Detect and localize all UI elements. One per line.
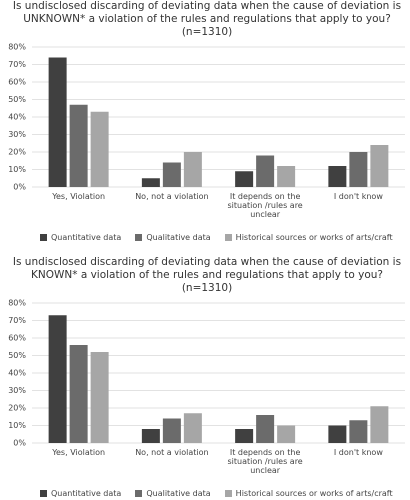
chart-title: Is undisclosed discarding of deviating d… [12, 0, 402, 38]
bar [162, 162, 181, 187]
y-tick-label: 30% [8, 386, 26, 395]
y-tick-label: 10% [8, 421, 26, 430]
bar [141, 429, 160, 443]
x-tick-label: No, not a violation [135, 192, 209, 201]
legend-swatch [135, 490, 143, 497]
y-tick-label: 20% [8, 404, 26, 413]
chart-title: Is undisclosed discarding of deviating d… [12, 256, 402, 294]
legend-swatch [40, 490, 47, 497]
plot: 0% 10% 20% 30% 40% 50% 60% 70% 80% [8, 43, 405, 192]
bar [48, 315, 67, 443]
x-tick-label: Yes, Violation [52, 192, 106, 201]
x-tick-label: No, not a violation [135, 448, 209, 457]
legend-item: Historical sources or works of arts/craf… [224, 233, 393, 242]
bar [90, 352, 109, 443]
bar [69, 104, 88, 187]
y-tick-label: 10% [8, 165, 26, 174]
bar [90, 111, 109, 187]
bar [162, 418, 181, 443]
bar [370, 406, 389, 443]
bar [277, 425, 296, 443]
bar [183, 413, 202, 443]
bar [370, 145, 389, 187]
legend-swatch [40, 234, 47, 241]
y-tick-label: 70% [8, 60, 26, 69]
legend-label: Historical sources or works of arts/craf… [235, 233, 393, 242]
legend-item: Historical sources or works of arts/craf… [224, 489, 393, 498]
bar [69, 345, 88, 443]
bar [328, 166, 347, 187]
y-tick-label: 0% [13, 183, 26, 192]
y-tick-label: 20% [8, 148, 26, 157]
x-tick-label: It depends on the situation /rules are u… [227, 448, 303, 475]
legend-item: Qualitative data [135, 233, 211, 242]
y-tick-label: 80% [8, 43, 26, 52]
bar [48, 57, 67, 187]
chart: Is undisclosed discarding of deviating d… [8, 0, 405, 242]
legend-item: Quantitative data [40, 489, 121, 498]
chart: Is undisclosed discarding of deviating d… [0, 256, 410, 500]
legend-swatch [224, 234, 232, 241]
y-tick-label: 50% [8, 351, 26, 360]
y-tick-label: 60% [8, 334, 26, 343]
y-tick-label: 40% [8, 369, 26, 378]
legend-label: Qualitative data [146, 489, 211, 498]
legend-item: Quantitative data [40, 233, 121, 242]
bar [235, 171, 254, 187]
legend-label: Quantitative data [51, 233, 122, 242]
y-tick-label: 50% [8, 95, 26, 104]
y-tick-label: 80% [8, 299, 26, 308]
legend-swatch [135, 234, 143, 241]
bar [349, 420, 368, 443]
legend-label: Historical sources or works of arts/craf… [235, 489, 393, 498]
x-tick-label: I don't know [333, 192, 383, 201]
bar [349, 152, 368, 187]
bar [183, 152, 202, 187]
legend-label: Quantitative data [51, 489, 122, 498]
legend-swatch [224, 490, 232, 497]
bar [256, 415, 275, 443]
legend-label: Qualitative data [146, 233, 211, 242]
bar [256, 155, 275, 187]
y-tick-label: 70% [8, 316, 26, 325]
x-tick-label: It depends on the situation /rules are u… [227, 192, 303, 219]
plot: 0% 10% 20% 30% 40% 50% 60% 70% 80% [8, 299, 405, 448]
legend-item: Qualitative data [135, 489, 211, 498]
y-tick-label: 40% [8, 113, 26, 122]
y-tick-label: 60% [8, 78, 26, 87]
y-tick-label: 0% [13, 439, 26, 448]
x-tick-label: I don't know [333, 448, 383, 457]
bar [141, 178, 160, 187]
x-tick-label: Yes, Violation [52, 448, 106, 457]
bar [277, 166, 296, 187]
y-tick-label: 30% [8, 130, 26, 139]
bar [235, 429, 254, 443]
legend: Quantitative data Qualitative data Histori… [40, 233, 393, 242]
legend: Quantitative data Qualitative data Histori… [40, 489, 393, 498]
bar [328, 425, 347, 443]
